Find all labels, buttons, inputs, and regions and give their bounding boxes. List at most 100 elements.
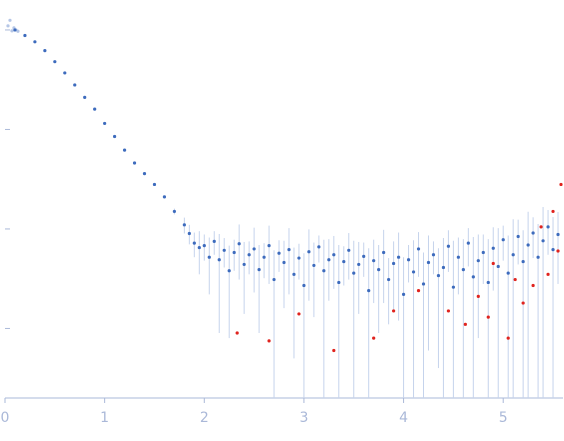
point [506, 336, 510, 340]
point [332, 348, 336, 353]
point [463, 322, 467, 326]
point [297, 256, 301, 260]
point [83, 95, 87, 99]
point [541, 239, 545, 243]
point [222, 248, 226, 252]
point [232, 250, 236, 255]
point [411, 270, 416, 274]
point [362, 254, 366, 258]
point [113, 134, 117, 139]
point [501, 238, 505, 242]
point [317, 245, 321, 249]
point [352, 271, 356, 275]
point [367, 289, 371, 293]
point [431, 253, 436, 257]
point [491, 261, 495, 266]
point [526, 243, 530, 247]
point [357, 262, 361, 267]
point [227, 269, 231, 273]
point [277, 251, 281, 255]
point [103, 121, 107, 126]
point [347, 248, 351, 252]
point [282, 260, 286, 265]
point [182, 223, 186, 227]
point [382, 250, 386, 255]
point [486, 315, 490, 319]
point [297, 312, 301, 316]
point [546, 225, 550, 229]
point [461, 268, 465, 272]
point [43, 49, 47, 53]
point [172, 209, 176, 214]
point [559, 182, 563, 187]
point [511, 253, 515, 257]
point [217, 258, 221, 262]
point [401, 292, 406, 296]
point [521, 259, 525, 264]
point [506, 271, 510, 275]
point [262, 255, 266, 259]
point [513, 277, 517, 282]
point [392, 261, 396, 266]
point [451, 285, 455, 289]
point [212, 239, 216, 243]
point [436, 273, 441, 278]
point [476, 259, 480, 263]
point [312, 263, 316, 268]
point [546, 272, 550, 276]
point [471, 275, 475, 279]
point [292, 272, 296, 276]
point [247, 253, 251, 257]
point [377, 268, 381, 272]
point [63, 71, 67, 75]
point [202, 244, 206, 248]
point [516, 234, 520, 239]
point [456, 255, 460, 259]
point [539, 225, 543, 229]
x-tick-label: 2 [200, 410, 209, 426]
point [197, 245, 201, 250]
point [536, 255, 540, 259]
point [257, 268, 261, 272]
point [73, 83, 77, 87]
point [53, 60, 57, 64]
x-tick-label: 0 [1, 410, 10, 426]
point [307, 250, 311, 254]
point [93, 107, 97, 111]
point [481, 250, 485, 255]
point [8, 18, 12, 22]
point [521, 301, 525, 305]
point [496, 264, 500, 269]
point [10, 29, 14, 33]
point [421, 282, 426, 286]
point [372, 259, 376, 263]
point [267, 339, 271, 343]
point [242, 262, 246, 267]
point [332, 253, 336, 257]
x-tick-label: 1 [100, 410, 109, 426]
x-tick-label: 4 [399, 410, 408, 426]
point [556, 249, 560, 253]
point [252, 247, 256, 251]
point [396, 255, 401, 259]
point [372, 336, 376, 340]
point [476, 294, 480, 298]
point [132, 161, 137, 165]
point [152, 182, 157, 187]
point [16, 29, 20, 33]
point [392, 309, 396, 313]
point [33, 40, 37, 44]
point [337, 280, 341, 285]
point [207, 255, 211, 259]
point [322, 269, 326, 273]
point [23, 33, 27, 38]
point [406, 258, 411, 262]
point [302, 283, 306, 288]
point [327, 258, 331, 262]
point [142, 172, 147, 176]
point [556, 232, 560, 237]
point [446, 244, 451, 248]
point [387, 277, 391, 282]
point [267, 244, 271, 248]
point [551, 209, 555, 214]
